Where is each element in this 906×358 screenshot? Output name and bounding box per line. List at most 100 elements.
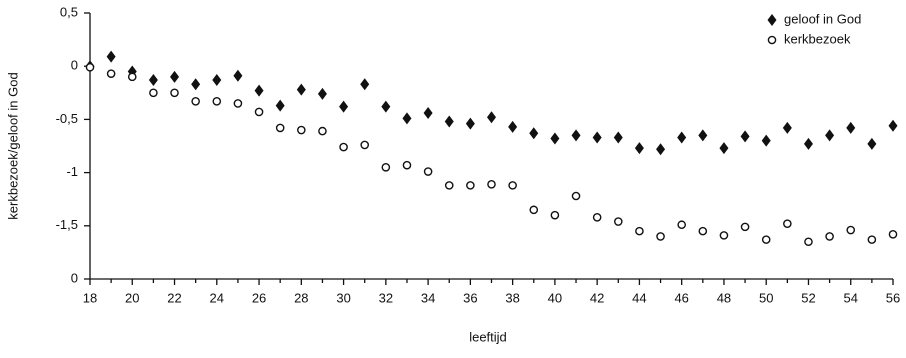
- x-tick-label: 24: [210, 290, 224, 305]
- diamond-marker: [296, 83, 306, 96]
- circle-marker: [275, 123, 285, 133]
- x-tick-label: 48: [717, 290, 731, 305]
- diamond-marker: [571, 129, 581, 142]
- circle-marker: [106, 69, 116, 78]
- diamond-marker: [888, 119, 898, 132]
- x-tick-label: 18: [83, 290, 97, 305]
- circle-marker: [571, 191, 581, 201]
- circle-marker: [212, 97, 222, 106]
- diamond-marker: [767, 14, 777, 26]
- diamond-marker: [782, 121, 792, 134]
- x-tick-label: 42: [590, 290, 604, 305]
- x-tick-label: 36: [463, 290, 477, 305]
- diamond-marker: [465, 117, 475, 130]
- diamond-marker: [170, 70, 180, 83]
- circle-marker: [613, 217, 623, 226]
- circle-marker: [677, 220, 686, 230]
- circle-marker: [698, 226, 708, 236]
- x-tick-label: 50: [759, 290, 773, 305]
- circle-marker: [149, 88, 158, 98]
- circle-marker: [127, 72, 137, 82]
- diamond-marker: [191, 78, 201, 91]
- circle-marker: [804, 237, 813, 247]
- diamond-marker: [339, 100, 349, 113]
- circle-marker: [719, 231, 729, 240]
- diamond-marker: [677, 131, 687, 144]
- circle-marker: [423, 167, 433, 176]
- y-tick-label: -1,5: [56, 217, 78, 232]
- diamond-marker: [317, 87, 327, 100]
- diamond-marker: [740, 130, 750, 143]
- diamond-marker: [381, 100, 391, 113]
- diamond-marker: [360, 78, 370, 91]
- circle-marker: [191, 97, 200, 106]
- y-tick-label: 0: [71, 58, 78, 73]
- diamond-marker: [634, 142, 644, 155]
- circle-marker: [85, 62, 95, 72]
- y-axis-label: kerkbezoek/geloof in God: [5, 72, 20, 219]
- diamond-marker: [719, 142, 729, 155]
- x-tick-label: 46: [674, 290, 688, 305]
- circle-marker: [761, 235, 771, 244]
- circle-marker: [254, 107, 264, 117]
- y-tick-label: -0,5: [56, 111, 78, 126]
- diamond-marker: [212, 74, 222, 87]
- circle-marker: [767, 35, 777, 45]
- x-tick-label: 30: [336, 290, 350, 305]
- x-tick-label: 26: [252, 290, 266, 305]
- x-tick-label: 52: [801, 290, 815, 305]
- circle-marker: [592, 212, 602, 222]
- circle-marker: [529, 205, 539, 215]
- diamond-marker: [444, 115, 454, 128]
- x-tick-label: 28: [294, 290, 308, 305]
- diamond-marker: [508, 120, 518, 133]
- circle-marker: [381, 162, 391, 172]
- circle-marker: [297, 125, 306, 135]
- circle-marker: [318, 126, 327, 136]
- diamond-marker: [656, 143, 666, 156]
- circle-marker: [487, 180, 496, 189]
- diamond-marker: [106, 50, 116, 63]
- x-tick-label: 54: [844, 290, 858, 305]
- y-tick-label: 0,5: [60, 4, 78, 19]
- diamond-marker: [613, 131, 623, 144]
- y-tick-label: 0: [71, 270, 78, 285]
- diamond-marker: [550, 132, 560, 145]
- diamond-marker: [148, 74, 158, 87]
- x-tick-label: 34: [421, 290, 435, 305]
- x-tick-label: 56: [886, 290, 900, 305]
- x-tick-label: 20: [125, 290, 139, 305]
- y-tick-label: -1: [66, 164, 78, 179]
- circle-marker: [339, 142, 348, 152]
- circle-marker: [508, 181, 517, 190]
- legend-label: kerkbezoek: [784, 31, 851, 46]
- diamond-marker: [487, 111, 496, 124]
- circle-marker: [360, 140, 370, 150]
- circle-marker: [783, 219, 792, 228]
- diamond-marker: [867, 137, 877, 150]
- circle-marker: [550, 210, 560, 220]
- circle-marker: [444, 181, 454, 190]
- circle-marker: [466, 181, 475, 190]
- diamond-marker: [825, 129, 835, 142]
- circle-marker: [170, 88, 179, 98]
- x-tick-label: 40: [548, 290, 562, 305]
- diamond-marker: [233, 69, 243, 82]
- x-axis-label: leeftijd: [469, 329, 507, 344]
- circle-marker: [402, 160, 412, 170]
- diamond-marker: [761, 134, 771, 147]
- circle-marker: [825, 232, 834, 241]
- circle-marker: [740, 222, 750, 232]
- diamond-marker: [698, 129, 708, 142]
- diamond-marker: [423, 107, 433, 120]
- circle-marker: [233, 99, 243, 108]
- diamond-marker: [846, 121, 856, 134]
- diamond-marker: [529, 127, 539, 140]
- circle-marker: [867, 235, 877, 244]
- x-tick-label: 32: [379, 290, 393, 305]
- circle-marker: [635, 226, 644, 236]
- diamond-marker: [803, 137, 813, 150]
- diamond-marker: [592, 131, 602, 144]
- circle-marker: [846, 225, 856, 235]
